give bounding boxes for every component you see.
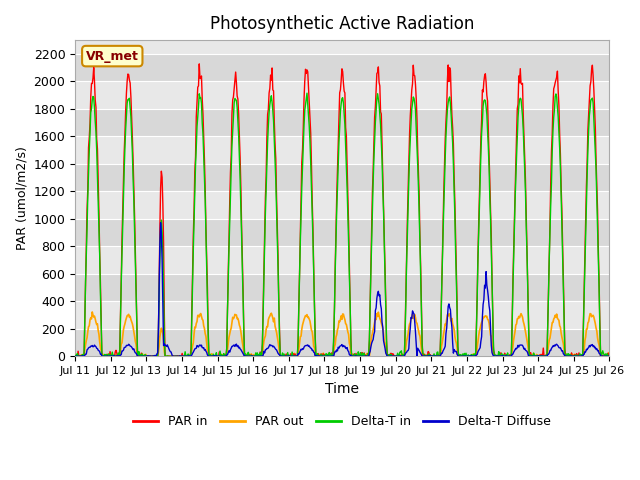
Bar (75, 54, 609, 81)
Bar (75, 274, 609, 301)
Text: VR_met: VR_met (86, 49, 139, 62)
Bar (75, 164, 609, 192)
Bar (75, 219, 609, 246)
Bar (75, 301, 609, 329)
X-axis label: Time: Time (325, 382, 359, 396)
Bar (75, 81, 609, 109)
Legend: PAR in, PAR out, Delta-T in, Delta-T Diffuse: PAR in, PAR out, Delta-T in, Delta-T Dif… (128, 410, 556, 433)
Y-axis label: PAR (umol/m2/s): PAR (umol/m2/s) (15, 146, 28, 250)
Title: Photosynthetic Active Radiation: Photosynthetic Active Radiation (210, 15, 474, 33)
Bar (75, 329, 609, 356)
Bar (75, 246, 609, 274)
Bar (75, 109, 609, 136)
Bar (75, 192, 609, 219)
Bar (75, 136, 609, 164)
